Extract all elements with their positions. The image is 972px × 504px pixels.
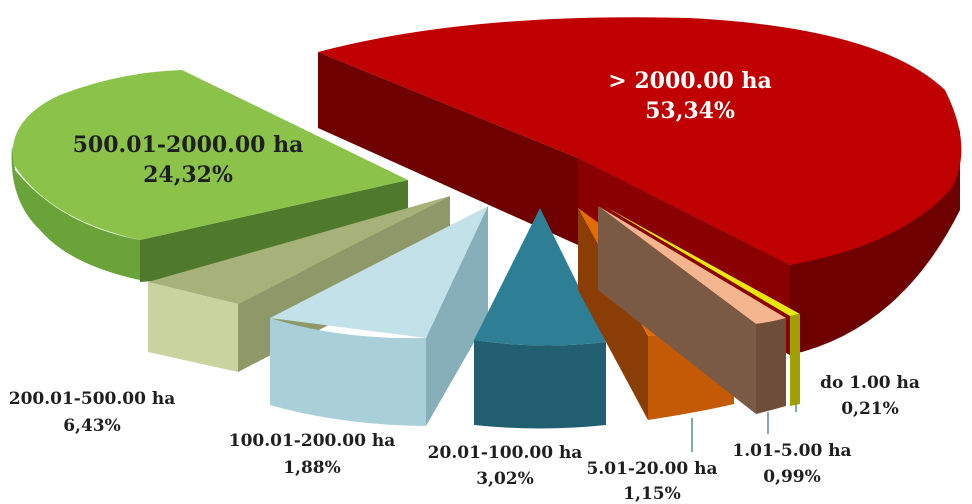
slice-under-1ha-front bbox=[790, 314, 800, 406]
value-5-20ha: 1,15% bbox=[623, 484, 681, 504]
slice-100-200ha-side bbox=[426, 206, 488, 426]
slice-20-100ha-front bbox=[474, 340, 606, 429]
label-100-200ha: 100.01-200.00 ha bbox=[229, 431, 395, 451]
value-1-5ha: 0,99% bbox=[763, 467, 821, 487]
label-20-100ha: 20.01-100.00 ha bbox=[428, 443, 583, 463]
slice-200-500ha-front bbox=[148, 282, 238, 372]
slice-500-2000ha-top bbox=[12, 70, 408, 240]
slice-500-2000ha-side bbox=[11, 145, 140, 280]
slice-100-200ha-top bbox=[270, 206, 488, 338]
slice-1-5ha-top bbox=[598, 206, 786, 324]
label-under-1ha: do 1.00 ha bbox=[820, 373, 920, 393]
label-over-2000ha: > 2000.00 ha bbox=[608, 68, 772, 94]
slice-5-20ha-wall bbox=[578, 208, 648, 420]
label-5-20ha: 5.01-20.00 ha bbox=[587, 459, 718, 479]
slice-200-500ha-top bbox=[148, 196, 450, 304]
slice-1-5ha-front bbox=[756, 318, 786, 414]
slice-1-5ha-side bbox=[598, 206, 756, 414]
label-200-500ha: 200.01-500.00 ha bbox=[9, 389, 175, 409]
label-1-5ha: 1.01-5.00 ha bbox=[732, 441, 851, 461]
slice-over-2000ha-top bbox=[318, 17, 962, 265]
slice-20-100ha bbox=[474, 208, 606, 429]
value-200-500ha: 6,43% bbox=[63, 416, 121, 436]
slice-20-100ha-top bbox=[474, 208, 606, 346]
slice-under-1ha bbox=[604, 206, 800, 406]
slice-100-200ha-front bbox=[270, 318, 426, 426]
value-20-100ha: 3,02% bbox=[476, 469, 534, 489]
value-over-2000ha: 53,34% bbox=[645, 98, 735, 124]
value-under-1ha: 0,21% bbox=[841, 399, 899, 419]
slice-1-5ha bbox=[598, 206, 786, 414]
label-500-2000ha: 500.01-2000.00 ha bbox=[73, 132, 304, 158]
slice-100-200ha bbox=[270, 206, 488, 426]
slice-under-1ha-top bbox=[604, 206, 800, 316]
value-500-2000ha: 24,32% bbox=[143, 162, 233, 188]
value-100-200ha: 1,88% bbox=[283, 458, 341, 478]
